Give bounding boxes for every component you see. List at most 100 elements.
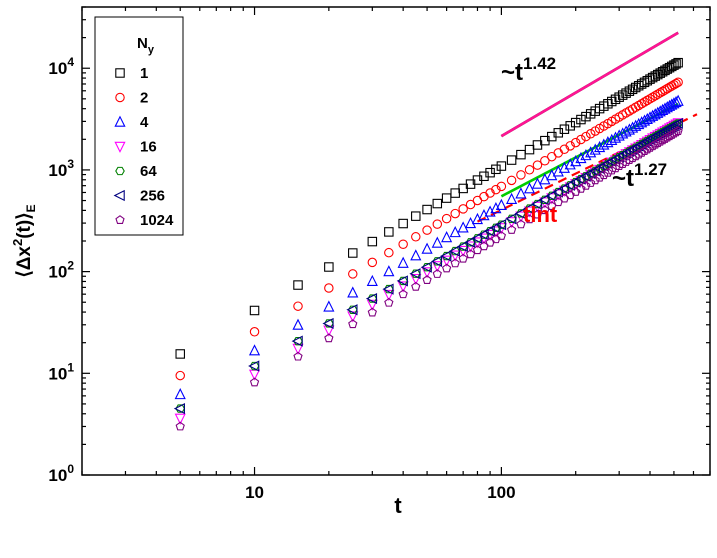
y-tick-label: 100 [48, 462, 74, 485]
data-point [630, 82, 641, 93]
data-point [671, 127, 681, 137]
data-point [411, 211, 421, 221]
data-point [574, 173, 586, 185]
data-point [495, 198, 507, 210]
series-256 [173, 117, 683, 415]
data-point [607, 165, 617, 175]
data-point [458, 253, 468, 263]
data-point [524, 165, 535, 175]
data-point [477, 229, 489, 241]
data-point [636, 116, 648, 128]
data-point [113, 189, 125, 202]
data-point [114, 141, 126, 153]
data-point [382, 283, 394, 295]
data-point [465, 249, 476, 259]
data-point [384, 227, 394, 237]
data-point [565, 141, 575, 151]
data-point [506, 175, 517, 186]
data-point [657, 86, 668, 97]
data-point [641, 112, 653, 125]
axis-ticks: 10 100 100 101 102 103 104 [48, 6, 711, 502]
data-point [464, 236, 476, 248]
data-point [670, 95, 682, 108]
legend-entry-label: 256 [140, 188, 165, 205]
x-tick-label: 10 [245, 483, 264, 502]
data-point [671, 59, 681, 69]
data-point [639, 77, 650, 88]
fit-line [500, 31, 679, 138]
data-point [347, 286, 359, 298]
data-point [599, 170, 609, 180]
series-64 [175, 119, 683, 413]
data-point [324, 283, 334, 293]
data-point [496, 231, 507, 240]
data-point [671, 78, 681, 89]
data-point [367, 257, 378, 268]
data-point [672, 94, 684, 106]
data-point [581, 180, 591, 190]
data-point [638, 114, 651, 126]
data-point [639, 97, 650, 107]
y-tick-label: 101 [48, 360, 74, 383]
data-point [516, 149, 526, 160]
data-point [175, 370, 185, 381]
data-point [410, 249, 422, 261]
data-point [602, 136, 614, 148]
fit-label-lower: ~t1.27 [612, 160, 667, 192]
data-point [441, 213, 452, 224]
legend-entry: 4 [114, 114, 149, 131]
data-point [645, 94, 655, 104]
data-point [173, 402, 185, 415]
legend-entry-label: 64 [140, 163, 157, 180]
data-point [431, 261, 443, 273]
data-point [174, 413, 186, 425]
data-point [494, 219, 507, 231]
data-point [422, 275, 432, 284]
data-point [421, 267, 433, 279]
data-point [441, 231, 453, 243]
data-point [115, 68, 125, 78]
data-point [570, 117, 581, 128]
data-point [564, 158, 576, 170]
data-point [576, 183, 586, 193]
data-point [586, 178, 596, 187]
data-point [249, 377, 260, 387]
data-point [322, 317, 334, 330]
legend-entry: 64 [115, 163, 157, 180]
data-point [291, 335, 303, 347]
data-point [397, 256, 409, 268]
data-point [365, 292, 378, 305]
series-1 [175, 57, 683, 359]
data-point [523, 182, 536, 194]
data-point [633, 80, 644, 91]
data-point [644, 111, 656, 123]
data-point [397, 281, 409, 293]
data-point [115, 166, 125, 176]
data-point [457, 245, 469, 258]
data-point [293, 351, 303, 361]
data-point [366, 299, 378, 311]
data-point [292, 318, 304, 330]
data-point [559, 144, 570, 155]
data-point [653, 138, 663, 148]
data-point [540, 205, 550, 215]
data-point [175, 349, 185, 359]
data-point [637, 147, 647, 157]
data-point [506, 192, 518, 204]
data-point [645, 142, 655, 152]
data-point [642, 95, 653, 106]
data-point [441, 255, 453, 267]
legend-entry-label: 1024 [140, 212, 174, 229]
data-point [553, 128, 564, 138]
data-point [366, 274, 378, 287]
data-point [581, 131, 591, 142]
legend-entry-label: 2 [140, 90, 148, 107]
data-point [485, 188, 495, 198]
data-point [515, 187, 527, 199]
data-point [479, 171, 489, 182]
data-point [650, 139, 660, 149]
legend-entry: 1024 [115, 212, 174, 229]
data-point [570, 155, 582, 167]
data-point [441, 193, 452, 203]
data-point [576, 114, 586, 125]
